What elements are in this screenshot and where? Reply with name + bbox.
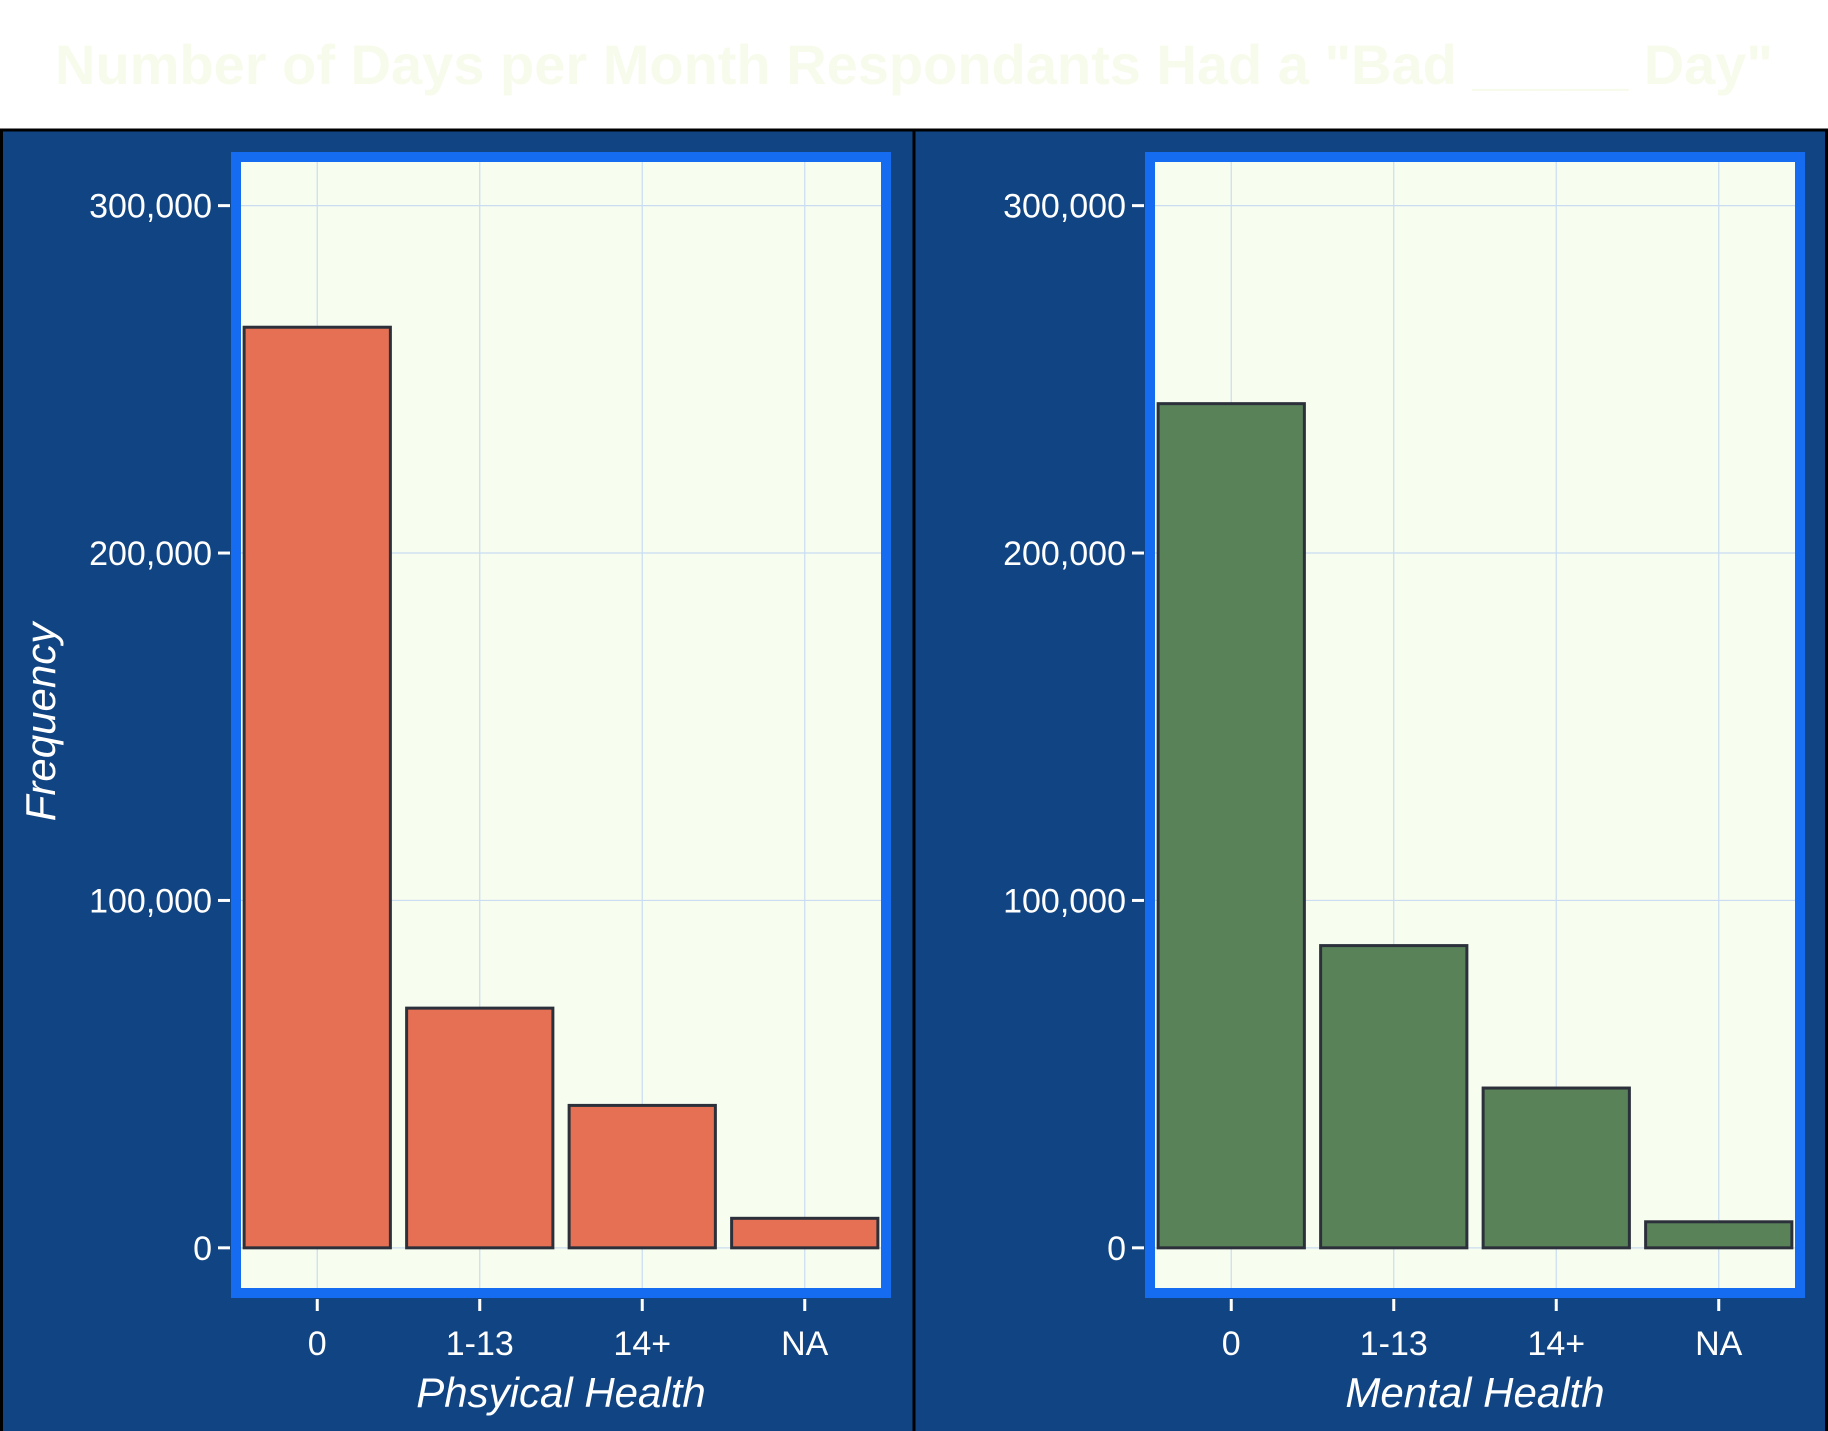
bar-14- (567, 1103, 717, 1250)
x-axis-label: Mental Health (1345, 1369, 1604, 1416)
x-tick-label: NA (1695, 1325, 1743, 1363)
x-tick-label: 1-13 (446, 1325, 514, 1363)
chart-title: Number of Days per Month Respondants Had… (55, 33, 1773, 96)
bar-0 (1156, 402, 1306, 1250)
y-tick-label: 300,000 (1003, 188, 1126, 226)
x-axis-label: Phsyical Health (416, 1369, 705, 1416)
x-tick-label: 0 (1222, 1325, 1241, 1363)
bar-1-13 (1319, 944, 1469, 1250)
x-tick-label: 0 (308, 1325, 327, 1363)
x-tick-label: 14+ (613, 1325, 671, 1363)
y-tick-label: 0 (193, 1230, 212, 1268)
plot-border (231, 152, 891, 1298)
x-tick-label: 1-13 (1360, 1325, 1428, 1363)
bar-na (730, 1216, 880, 1250)
chart-panels: 0 100,000 200,000 300,000 0 1-13 14+ NA Phsyical… (0, 128, 1828, 1431)
y-tick-label: 300,000 (89, 188, 212, 226)
plot-border (1145, 152, 1805, 1298)
y-tick-label: 200,000 (89, 535, 212, 573)
x-tick-label: NA (781, 1325, 829, 1363)
panel-1: 0 100,000 200,000 300,000 0 1-13 14+ NA Phsyical… (0, 131, 913, 1431)
bar-1-13 (405, 1006, 555, 1250)
y-tick-label: 100,000 (1003, 882, 1126, 920)
bar-14- (1481, 1086, 1631, 1250)
y-axis-label: Frequency (17, 620, 64, 821)
bar-na (1644, 1220, 1794, 1250)
y-tick-label: 0 (1107, 1230, 1126, 1268)
panel-2: 0 100,000 200,000 300,000 0 1-13 14+ NA Mental H… (915, 131, 1828, 1431)
y-tick-label: 100,000 (89, 882, 212, 920)
y-tick-label: 200,000 (1003, 535, 1126, 573)
x-tick-label: 14+ (1527, 1325, 1585, 1363)
bar-0 (242, 325, 392, 1250)
